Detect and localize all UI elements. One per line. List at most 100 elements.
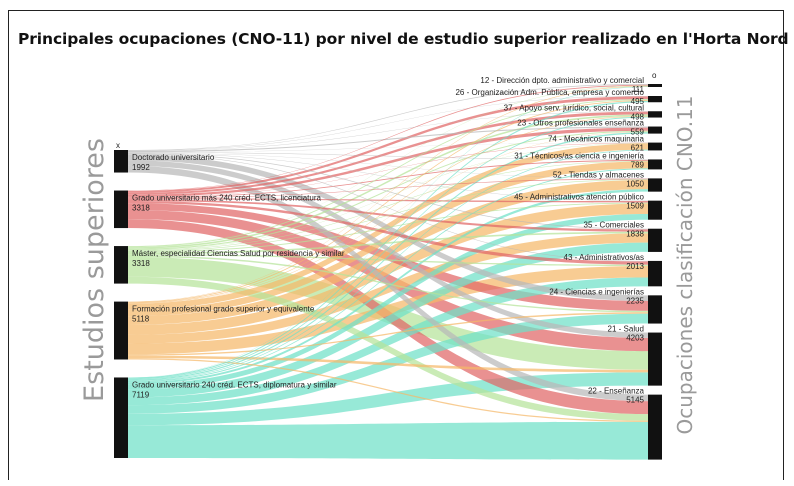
sankey-link	[128, 277, 648, 406]
target-label: 31 - Técnicos/as ciencia e ingeniería	[514, 151, 644, 160]
sankey-links	[128, 84, 648, 460]
sankey-link	[128, 149, 648, 382]
sankey-link	[128, 96, 648, 193]
target-label: 52 - Tiendas y almacenes	[553, 170, 644, 179]
sankey-link	[128, 202, 648, 253]
sankey-link	[128, 312, 648, 356]
target-node[interactable]	[648, 126, 662, 134]
target-label: 37 - Apoyo serv. jurídico, social, cultu…	[504, 103, 645, 112]
sankey-link	[128, 179, 648, 325]
target-label: 43 - Administrativos/as	[564, 253, 644, 262]
sankey-link	[128, 266, 648, 355]
sankey-link	[128, 200, 648, 265]
sankey-link	[128, 127, 648, 197]
target-label: 23 - Otros profesionales enseñanza	[517, 119, 644, 128]
target-label: 21 - Salud	[608, 325, 644, 334]
source-node[interactable]	[114, 190, 128, 229]
target-value: 5145	[626, 396, 644, 405]
target-node[interactable]	[648, 142, 662, 151]
sankey-link	[128, 231, 648, 255]
sankey-link	[128, 189, 648, 385]
source-node[interactable]	[114, 150, 128, 173]
target-node[interactable]	[648, 295, 662, 324]
sankey-link	[128, 255, 648, 313]
source-value: 5118	[132, 315, 150, 324]
target-label: 24 - Ciencias e ingenierías	[549, 287, 644, 296]
target-node[interactable]	[648, 228, 662, 252]
target-value: 621	[631, 144, 645, 153]
sankey-link	[128, 358, 648, 422]
target-value: 1050	[626, 179, 644, 188]
target-label: 26 - Organización Adm. Pública, empresa …	[455, 88, 644, 97]
target-label: 45 - Administrativos atención público	[514, 193, 644, 202]
sankey-link	[128, 242, 648, 398]
sankey-link	[128, 143, 648, 251]
sankey-link	[128, 153, 648, 202]
sankey-link	[128, 153, 648, 230]
left-axis-title: Estudios superiores	[79, 138, 110, 402]
sankey-link	[128, 154, 648, 262]
sankey-link	[128, 96, 648, 151]
source-node[interactable]	[114, 246, 128, 284]
sankey-link	[128, 101, 648, 379]
sankey-link	[128, 421, 648, 460]
target-label: 22 - Enseñanza	[588, 387, 645, 396]
sankey-link	[128, 132, 648, 381]
target-value: 2013	[626, 262, 644, 271]
source-value: 1992	[132, 163, 150, 172]
sankey-link	[128, 160, 648, 251]
source-label: Máster, especialidad Ciencias Salud por …	[132, 249, 345, 258]
right-axis-title: Ocupaciones clasificación CNO.11	[673, 95, 697, 434]
target-value: 495	[631, 97, 645, 106]
sankey-link	[128, 179, 648, 252]
source-node[interactable]	[114, 301, 128, 360]
sankey-link	[128, 100, 648, 303]
sankey-link	[128, 276, 648, 421]
target-label: 35 - Comerciales	[584, 221, 644, 230]
source-label: Grado universitario 240 créd. ECTS, dipl…	[132, 380, 337, 389]
target-node[interactable]	[648, 332, 662, 386]
source-node[interactable]	[114, 377, 128, 458]
target-node[interactable]	[648, 260, 662, 287]
target-node[interactable]	[648, 159, 662, 170]
target-value: 1838	[626, 230, 644, 239]
sankey-link	[128, 85, 648, 247]
target-node[interactable]	[648, 178, 662, 192]
sankey-link	[128, 203, 648, 335]
sankey-link	[128, 168, 648, 383]
target-value: 559	[631, 128, 645, 137]
sankey-link	[128, 99, 648, 248]
target-value: 498	[631, 112, 645, 121]
sankey-link	[128, 142, 648, 198]
sankey-link	[128, 355, 648, 373]
sankey-link	[128, 116, 648, 380]
left-marker: x	[116, 141, 120, 150]
target-node[interactable]	[648, 111, 662, 118]
sankey-link	[128, 254, 648, 267]
source-label: Formación profesional grado superior y e…	[132, 305, 315, 314]
target-node[interactable]	[648, 200, 662, 220]
sankey-link	[128, 198, 648, 203]
sankey-link	[128, 85, 648, 302]
sankey-link	[128, 161, 648, 317]
target-value: 111	[632, 85, 645, 94]
sankey-link	[128, 213, 648, 390]
target-node[interactable]	[648, 84, 662, 87]
sankey-link	[128, 86, 648, 378]
source-label: Doctorado universitario	[132, 153, 215, 162]
chart-title: Principales ocupaciones (CNO-11) por niv…	[18, 30, 789, 48]
right-marker: o	[652, 71, 657, 80]
sankey-link	[128, 152, 648, 160]
sankey-link	[128, 84, 648, 151]
source-value: 3318	[132, 204, 150, 213]
sankey-link	[128, 142, 648, 153]
target-value: 789	[631, 160, 645, 169]
sankey-link	[128, 114, 648, 249]
target-label: 74 - Mecánicos maquinaria	[548, 135, 645, 144]
sankey-link	[128, 130, 648, 250]
target-node[interactable]	[648, 96, 662, 103]
sankey-link	[128, 115, 648, 304]
target-node[interactable]	[648, 394, 662, 460]
sankey-link	[128, 233, 648, 344]
